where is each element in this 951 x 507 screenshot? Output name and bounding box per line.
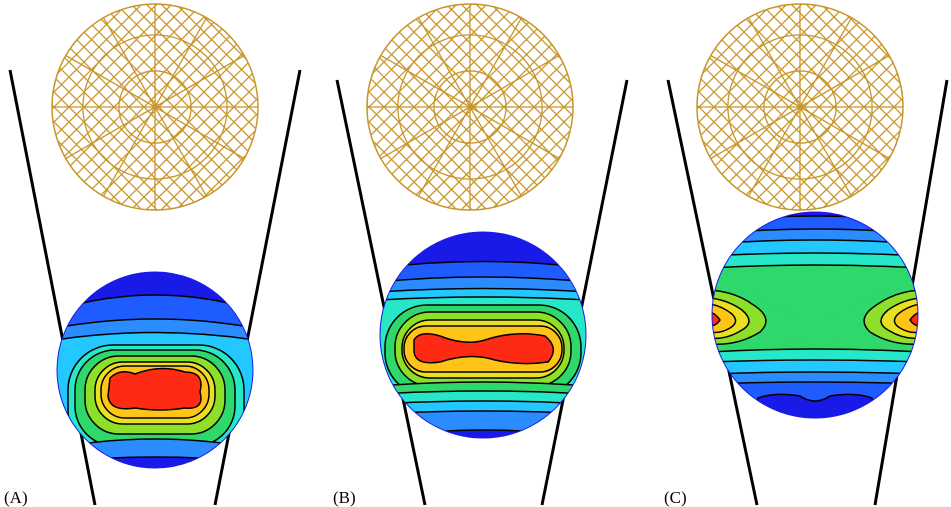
panel-b-contour-sphere — [380, 232, 586, 438]
panel-a-contour-sphere — [57, 272, 253, 468]
panel-b-contour-outline — [379, 231, 587, 439]
panel-c-left-wall — [666, 79, 759, 506]
panel-a-right-wall — [213, 69, 302, 506]
panel-b-left-wall — [335, 79, 427, 506]
panel-a-contour-outline — [56, 271, 254, 469]
panel-a-label: (A) — [4, 488, 28, 507]
panel-b-label: (B) — [333, 488, 356, 507]
panel-b-right-wall — [540, 79, 629, 506]
panel-a-mesh-outline — [51, 3, 259, 211]
panel-c-contour-outline — [711, 211, 919, 419]
panel-c-label: (C) — [664, 488, 687, 507]
panel-a: (A) — [4, 3, 302, 507]
panel-c-mesh-outline — [696, 3, 904, 211]
panel-b-mesh-outline — [366, 3, 574, 211]
panel-b: (B) — [333, 3, 629, 507]
panel-c: (C) — [664, 3, 949, 507]
